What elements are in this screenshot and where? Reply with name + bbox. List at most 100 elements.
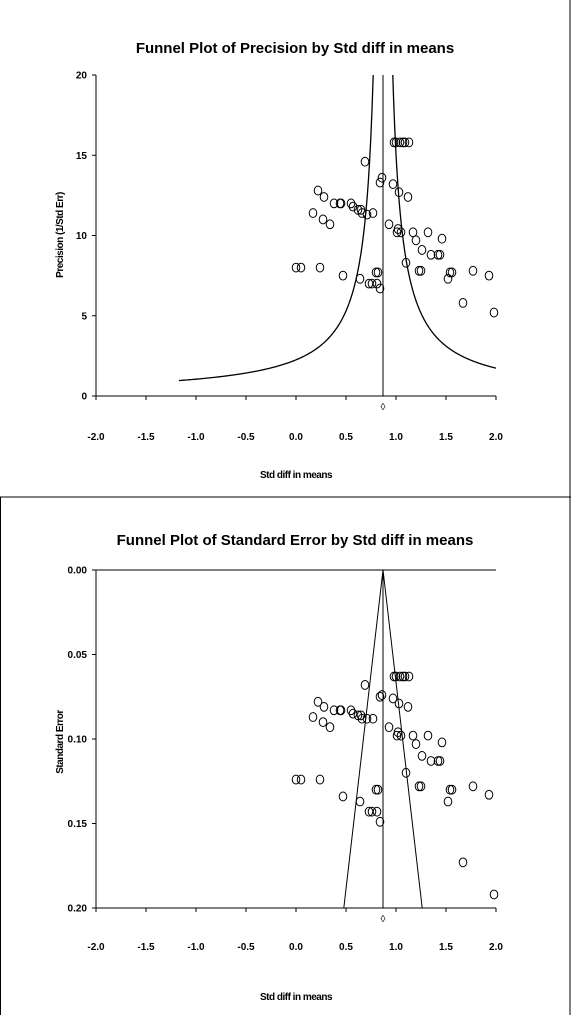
chart-1-points	[291, 137, 499, 318]
chart-1-title: Funnel Plot of Precision by Std diff in …	[136, 40, 454, 57]
chart-1-y-tick-label: 20	[76, 71, 88, 82]
chart-1-data-point	[391, 137, 401, 148]
chart-1-plot-area: ◊	[95, 74, 499, 413]
chart-2-data-point	[367, 806, 377, 817]
chart-1-data-point	[403, 192, 413, 202]
chart-2-data-point	[348, 708, 358, 719]
chart-2-data-point	[393, 727, 403, 738]
chart-2-summary-diamond: ◊	[381, 914, 386, 925]
chart-1-data-point	[423, 227, 433, 238]
chart-1-data-point	[426, 249, 436, 260]
chart-1-data-point	[401, 257, 411, 268]
chart-1-x-tick-label: 0.0	[289, 432, 303, 443]
chart-2-data-point	[395, 671, 405, 682]
chart-2-data-point	[291, 774, 301, 785]
chart-2-data-point	[357, 713, 367, 724]
chart-1-data-point	[396, 227, 406, 238]
chart-1-y-tick-label: 0	[81, 392, 87, 403]
chart-1-data-point	[411, 235, 421, 246]
chart-1-data-point	[393, 224, 403, 234]
chart-1-y-axis-label: Precision (1/Std Err)	[55, 192, 66, 278]
chart-1-data-point	[433, 249, 443, 260]
chart-2-data-point	[435, 756, 445, 766]
chart-1-x-tick-label: -2.0	[87, 432, 105, 443]
chart-2-data-point	[445, 784, 455, 795]
chart-1-data-point	[373, 267, 383, 278]
chart-2-data-point	[355, 796, 365, 807]
chart-2-data-point	[391, 671, 401, 682]
chart-1-data-point	[357, 208, 367, 218]
chart-1-data-point	[447, 267, 457, 278]
chart-2-data-point	[325, 722, 335, 733]
chart-2-funnel-right	[382, 569, 423, 909]
chart-1-y-tick-label: 15	[76, 151, 88, 162]
chart-1-funnel-right	[392, 74, 497, 369]
chart-2-data-point	[408, 730, 418, 741]
chart-1-data-point	[388, 179, 398, 190]
chart-1-data-point	[404, 137, 414, 148]
chart-2-data-point	[468, 781, 478, 792]
chart-1-data-point	[318, 214, 328, 225]
chart-1-data-point	[375, 177, 385, 188]
chart-1-data-point	[329, 198, 339, 209]
chart-2-data-point	[416, 781, 426, 792]
chart-1-data-point	[445, 267, 455, 278]
chart-2-y-axis-label: Standard Error	[55, 710, 66, 774]
chart-2-data-point	[372, 806, 382, 817]
chart-1-data-point	[414, 265, 424, 276]
chart-2-data-point	[458, 857, 468, 868]
chart-1-data-point	[355, 273, 365, 284]
chart-2-data-point	[389, 671, 399, 682]
chart-2-data-point	[443, 796, 453, 807]
chart-1-data-point	[394, 187, 404, 198]
chart-2-data-point	[338, 791, 348, 802]
chart-1-data-point	[336, 198, 346, 209]
chart-2-plot-area: ◊	[95, 569, 499, 925]
chart-2-x-tick-label: -1.5	[137, 942, 155, 953]
chart-1-x-tick-label: 2.0	[489, 432, 503, 443]
chart-2-data-point	[411, 739, 421, 749]
chart-2-data-point	[362, 713, 372, 724]
chart-2-x-axis-label: Std diff in means	[260, 992, 333, 1003]
chart-2-data-point	[423, 730, 433, 741]
chart-2-data-point	[318, 717, 328, 727]
chart-1-x-tick-label: -1.5	[137, 432, 155, 443]
chart-1-x-tick-label: 1.5	[439, 432, 453, 443]
chart-2-y-tick-label: 0.05	[68, 650, 88, 661]
chart-2-x-tick-label: 2.0	[489, 942, 503, 953]
chart-1-x-axis-label: Std diff in means	[260, 470, 333, 481]
chart-2-data-point	[360, 680, 370, 690]
chart-2-data-point	[388, 693, 398, 704]
chart-1-data-point	[338, 270, 348, 281]
chart-1-x-tick-label: -0.5	[237, 432, 255, 443]
chart-2-data-point	[403, 701, 413, 712]
chart-2-data-point	[313, 696, 323, 707]
chart-2-data-point	[426, 756, 436, 766]
chart-1-data-point	[360, 156, 370, 167]
chart-1-data-point	[400, 137, 410, 148]
chart-2-y-tick-label: 0.10	[68, 735, 88, 746]
chart-1-data-point	[346, 198, 356, 209]
chart-2-title: Funnel Plot of Standard Error by Std dif…	[117, 532, 474, 549]
chart-2-data-point	[401, 767, 411, 778]
chart-1-data-point	[408, 227, 418, 238]
precision-funnel-chart: Funnel Plot of Precision by Std diff in …	[55, 40, 503, 481]
chart-1-y-tick-label: 5	[81, 311, 87, 322]
chart-1-y-tick-label: 10	[76, 231, 88, 242]
chart-2-data-point	[296, 774, 306, 785]
chart-1-data-point	[468, 265, 478, 276]
chart-1-data-point	[375, 283, 385, 294]
chart-2-data-point	[489, 889, 499, 900]
chart-1-data-point	[308, 208, 318, 218]
chart-2-x-tick-label: 0.0	[289, 942, 303, 953]
chart-2-y-tick-label: 0.20	[68, 904, 88, 915]
chart-2-x-tick-label: 0.5	[339, 942, 353, 953]
chart-2-data-point	[375, 816, 385, 827]
chart-1-data-point	[398, 137, 408, 148]
chart-1-data-point	[377, 172, 387, 183]
chart-2-x-tick-label: -1.0	[187, 942, 205, 953]
chart-1-data-point	[313, 185, 323, 196]
chart-2-x-tick-label: 1.5	[439, 942, 453, 953]
chart-2-data-point	[375, 691, 385, 702]
